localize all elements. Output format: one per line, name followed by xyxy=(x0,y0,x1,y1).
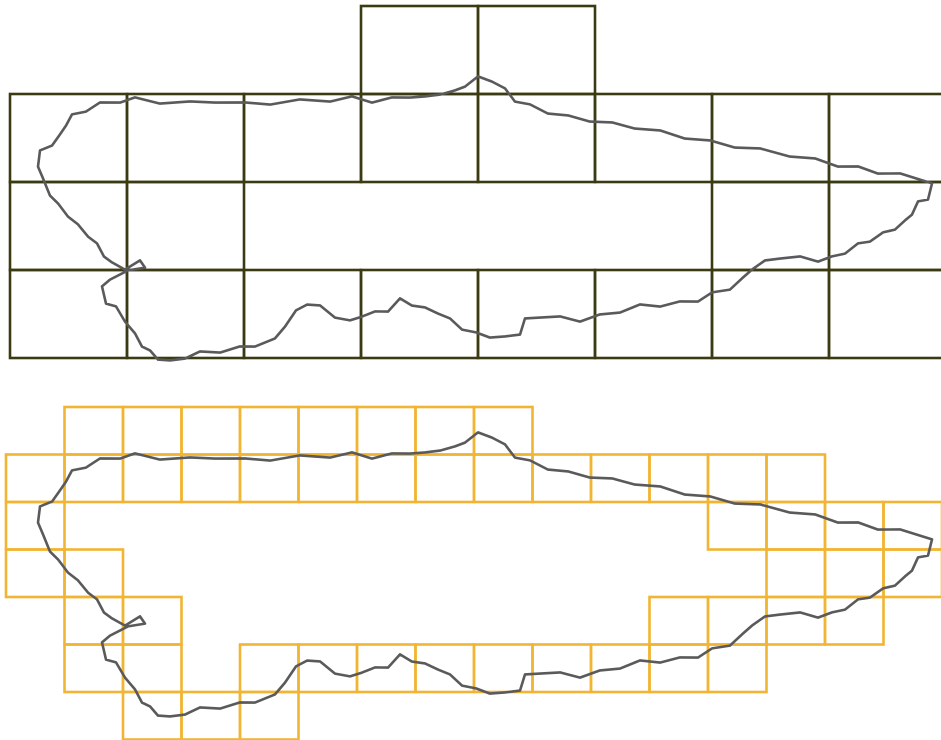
fine-grid-cell xyxy=(882,548,941,599)
fine-grid-panel xyxy=(4,405,941,740)
fine-grid-cell xyxy=(706,643,768,694)
coarse-grid-panel xyxy=(8,4,941,362)
coarse-grid-cell xyxy=(827,268,941,360)
island-outline xyxy=(36,75,934,362)
fine-grid-cell xyxy=(823,595,885,646)
island-outline xyxy=(36,431,934,718)
